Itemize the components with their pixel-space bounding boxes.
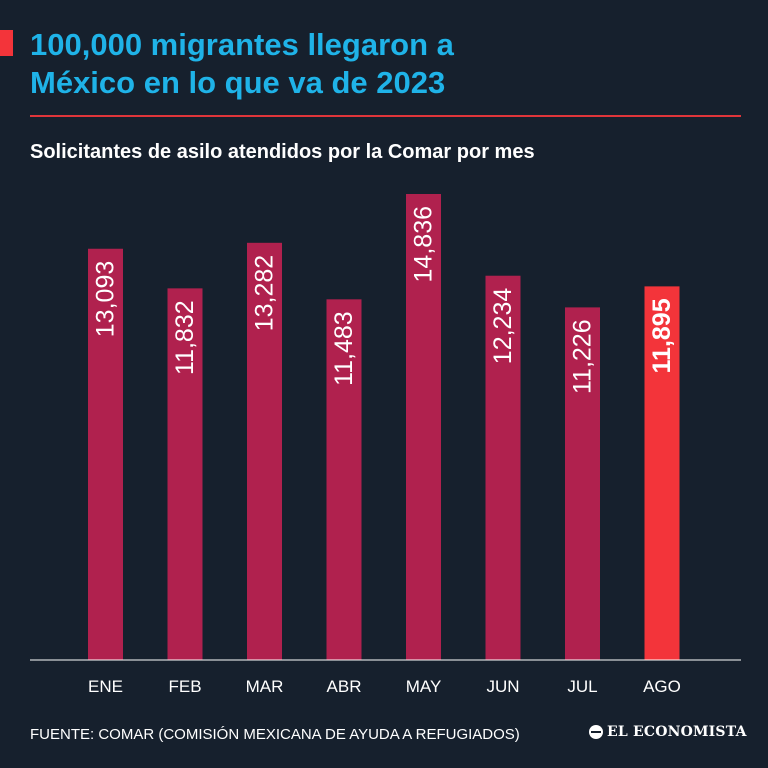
x-tick-label-jul: JUL <box>567 677 597 696</box>
bar-value-label-feb: 11,832 <box>171 300 199 375</box>
bar-value-label-ago: 11,895 <box>648 298 676 373</box>
bar-value-label-jul: 11,226 <box>569 319 597 394</box>
bar-value-label-ene: 13,093 <box>92 261 120 337</box>
bar-value-label-may: 14,836 <box>410 206 438 282</box>
title-accent-bar <box>0 30 13 56</box>
bar-abr <box>326 299 362 660</box>
x-tick-label-feb: FEB <box>168 677 201 696</box>
x-tick-label-mar: MAR <box>246 677 284 696</box>
bar-mar <box>247 242 282 660</box>
x-tick-label-ene: ENE <box>88 677 123 696</box>
bar-may <box>406 194 441 660</box>
bar-value-label-jun: 12,234 <box>489 288 517 365</box>
x-tick-label-jun: JUN <box>486 677 519 696</box>
bar-jun <box>485 275 521 660</box>
chart-title: 100,000 migrantes llegaron a México en l… <box>30 26 750 102</box>
bar-ago <box>644 286 680 660</box>
title-line-1: 100,000 migrantes llegaron a <box>30 27 454 62</box>
title-line-2: México en lo que va de 2023 <box>30 65 446 100</box>
x-tick-label-abr: ABR <box>327 677 362 696</box>
x-tick-label-may: MAY <box>406 677 442 696</box>
bar-ene <box>88 248 123 660</box>
x-tick-label-ago: AGO <box>643 677 681 696</box>
brand-logo: EL ECONOMISTA <box>589 724 747 740</box>
brand-name: EL ECONOMISTA <box>607 724 747 740</box>
source-note: FUENTE: COMAR (COMISIÓN MEXICANA DE AYUD… <box>30 726 520 743</box>
brand-mark-icon <box>589 725 603 739</box>
chart-subtitle: Solicitantes de asilo atendidos por la C… <box>30 141 535 163</box>
title-divider <box>30 115 741 117</box>
bar-feb <box>167 288 203 660</box>
bar-value-label-abr: 11,483 <box>330 311 358 386</box>
bar-jul <box>565 307 600 660</box>
bar-value-label-mar: 13,282 <box>251 255 279 331</box>
